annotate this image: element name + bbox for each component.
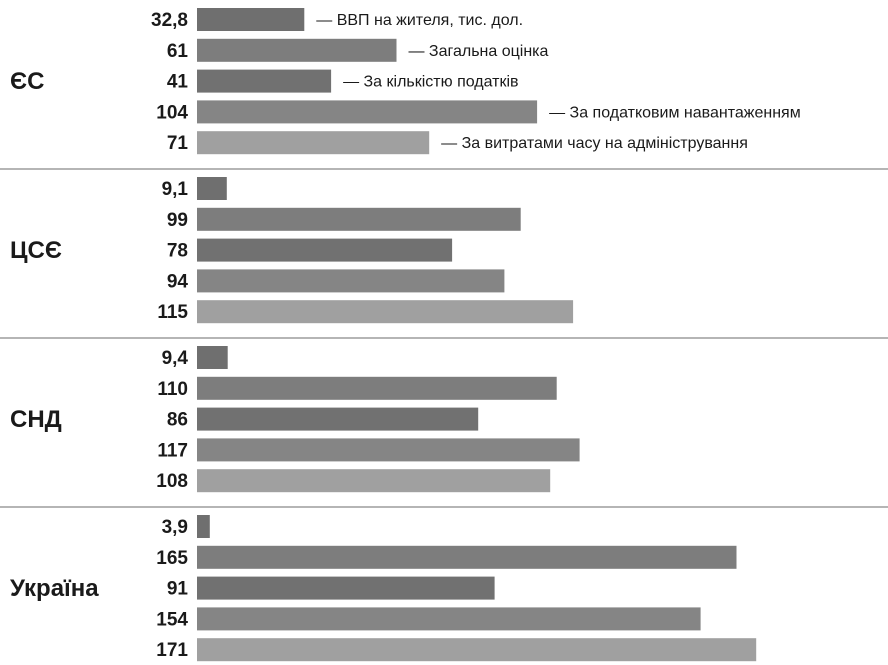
legend-entry: — Загальна оцінка	[408, 43, 548, 60]
value-label: 91	[167, 579, 189, 600]
legend-entry: — За податковим навантаженням	[549, 104, 801, 121]
value-label: 71	[167, 133, 189, 154]
bar	[197, 38, 397, 62]
group-label: ЄС	[10, 68, 44, 95]
value-label: 165	[156, 548, 188, 569]
bar	[197, 438, 580, 462]
value-label: 117	[157, 440, 188, 461]
value-label: 9,4	[162, 348, 189, 369]
bar	[197, 346, 228, 369]
value-label: 61	[167, 41, 189, 62]
bar	[197, 469, 551, 493]
bar	[197, 607, 701, 631]
value-label: 154	[156, 609, 188, 630]
value-label: 99	[167, 210, 188, 231]
value-label: 78	[167, 241, 188, 262]
value-label: 3,9	[162, 517, 188, 538]
group-label: СНД	[10, 406, 62, 433]
legend-entry: — За витратами часу на адміністрування	[441, 135, 748, 152]
bar	[197, 69, 332, 93]
value-label: 115	[157, 302, 188, 323]
bar	[197, 207, 521, 231]
group-label: Україна	[10, 575, 99, 602]
value-label: 86	[167, 410, 188, 431]
bar	[197, 300, 574, 324]
bar	[197, 407, 479, 431]
bar	[197, 238, 453, 262]
bar	[197, 376, 557, 400]
value-label: 94	[167, 271, 189, 292]
value-label: 41	[167, 72, 189, 93]
bar	[197, 269, 505, 293]
value-label: 110	[157, 379, 188, 400]
bar	[197, 576, 495, 600]
legend-entry: — ВВП на жителя, тис. дол.	[316, 12, 523, 29]
value-label: 171	[156, 640, 188, 661]
value-label: 104	[156, 102, 188, 123]
value-label: 9,1	[162, 179, 189, 200]
bar	[197, 638, 757, 662]
value-label: 32,8	[151, 10, 188, 31]
bar	[197, 515, 210, 538]
value-label: 108	[156, 471, 188, 492]
bar	[197, 8, 305, 31]
bar	[197, 545, 737, 569]
legend-entry: — За кількістю податків	[343, 74, 518, 91]
bar	[197, 131, 430, 155]
bar	[197, 100, 538, 124]
bar	[197, 177, 227, 200]
group-label: ЦСЄ	[10, 237, 62, 264]
